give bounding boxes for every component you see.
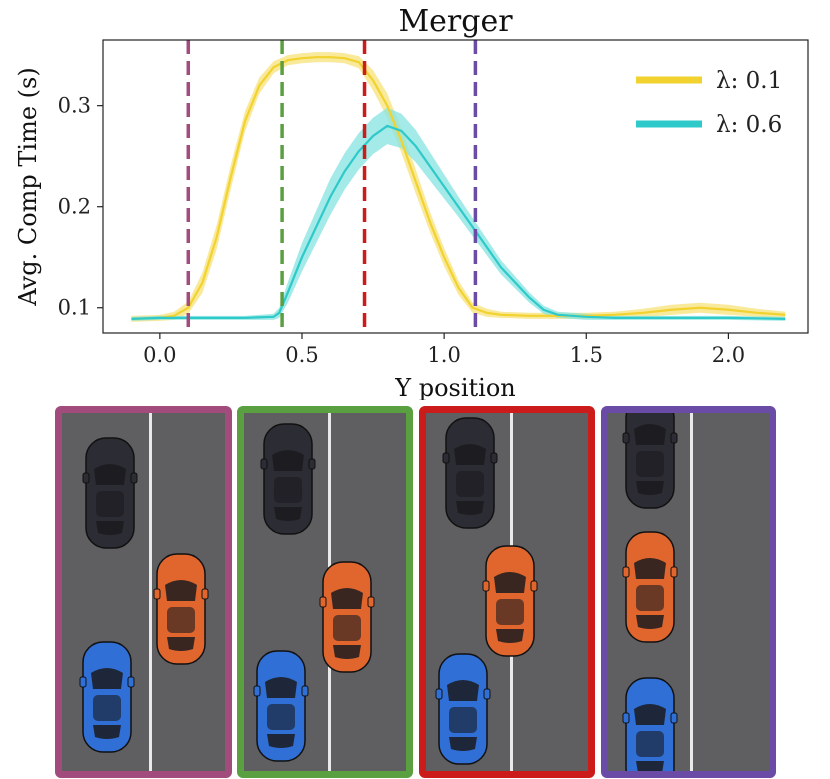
x-tick-label: 0.5 xyxy=(285,343,318,367)
lane-divider xyxy=(149,413,152,771)
series-line-1 xyxy=(131,56,786,320)
blue-car-icon xyxy=(253,648,309,764)
chart-title: Merger xyxy=(398,4,513,39)
blue-car-icon xyxy=(435,651,491,767)
x-axis-label: Y position xyxy=(394,374,516,400)
black-car-icon xyxy=(442,415,498,531)
series-band-2 xyxy=(131,107,786,321)
blue-car-icon xyxy=(622,675,678,771)
lane-divider xyxy=(690,413,693,771)
snapshot-panel-4 xyxy=(601,406,776,778)
x-tick-label: 0.0 xyxy=(143,343,176,367)
black-car-icon xyxy=(82,435,138,551)
black-car-icon xyxy=(260,421,316,537)
orange-car-icon xyxy=(319,559,375,675)
series-line-2 xyxy=(131,124,786,320)
snapshot-panel-1 xyxy=(55,406,232,778)
blue-car-icon xyxy=(79,639,135,755)
legend-label-2: λ: 0.6 xyxy=(716,112,782,138)
plot-frame xyxy=(102,39,809,334)
black-car-icon xyxy=(622,413,678,511)
orange-car-icon xyxy=(482,543,538,659)
orange-car-icon xyxy=(622,529,678,645)
series-band-1 xyxy=(131,52,786,322)
legend-label-1: λ: 0.1 xyxy=(716,68,782,94)
snapshot-panel-3 xyxy=(419,406,595,778)
y-tick-label: 0.2 xyxy=(58,195,91,219)
comp-time-chart: Merger 0.0 0.5 1.0 1.5 2.0 0.1 0.2 0.3 Y position… xyxy=(14,4,809,400)
snapshot-panel-2 xyxy=(237,406,413,778)
y-tick-label: 0.1 xyxy=(58,296,91,320)
orange-car-icon xyxy=(153,551,209,667)
x-tick-label: 1.0 xyxy=(427,343,460,367)
x-tick-label: 2.0 xyxy=(712,343,745,367)
y-tick-label: 0.3 xyxy=(58,94,91,118)
y-axis-label: Avg. Comp Time (s) xyxy=(14,67,42,306)
x-tick-label: 1.5 xyxy=(570,343,603,367)
